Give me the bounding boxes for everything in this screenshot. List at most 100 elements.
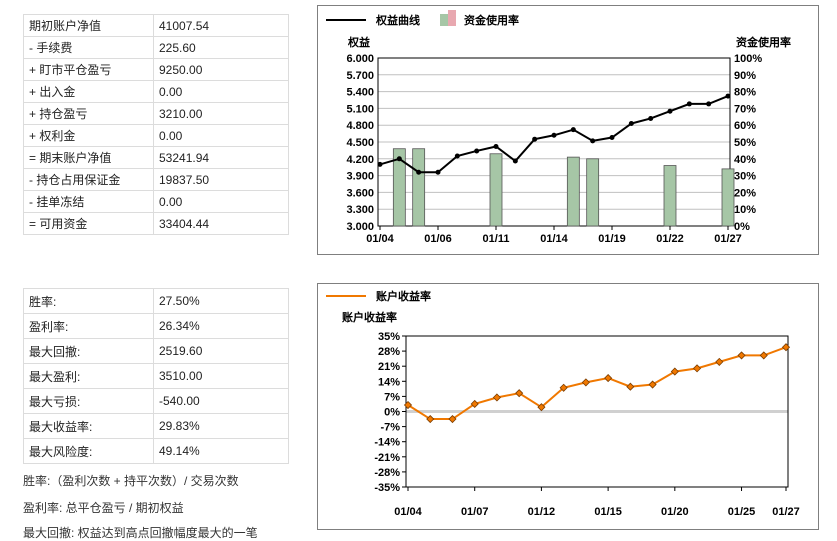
account-label: - 手续费 [23, 36, 154, 59]
y-tick-right: 90% [734, 70, 756, 82]
return-point [448, 414, 457, 424]
x-tick-label: 01/06 [424, 233, 452, 245]
y-tick-left: 3.000 [346, 221, 374, 233]
x-tick-label: 01/19 [598, 233, 626, 245]
y-tick-label: 14% [378, 376, 400, 388]
return-point [470, 399, 479, 409]
y-axis-right-title: 资金使用率 [736, 35, 791, 49]
return-point [626, 382, 635, 391]
account-label: + 盯市平仓盈亏 [23, 58, 154, 81]
legend-usage-label: 资金使用率 [464, 13, 519, 27]
usage-bar [489, 153, 503, 227]
y-tick-left: 5.700 [346, 70, 374, 82]
y-tick-left: 5.100 [346, 103, 374, 115]
account-value: 53241.94 [153, 146, 289, 169]
stats-label: 最大盈利: [23, 363, 154, 389]
account-value: 3210.00 [153, 102, 289, 125]
return-point [515, 389, 524, 398]
y-axis-title: 账户收益率 [342, 310, 397, 324]
return-point [648, 380, 657, 389]
equity-point [570, 127, 576, 133]
y-tick-right: 10% [734, 204, 756, 216]
return-point [559, 383, 568, 392]
x-tick-label: 01/20 [661, 506, 689, 518]
account-value: 0.00 [153, 190, 289, 213]
equity-point [512, 158, 518, 164]
stats-label: 盈利率: [23, 313, 154, 339]
account-row: + 出入金 0.00 [23, 80, 289, 103]
return-point [759, 351, 768, 360]
stats-value: -540.00 [153, 388, 289, 414]
usage-bar [663, 165, 677, 227]
return-line [407, 346, 787, 421]
return-point [403, 400, 413, 410]
note-max-drawdown: 最大回撤: 权益达到高点回撤幅度最大的一笔 [23, 526, 258, 540]
return-chart: 账户收益率 账户收益率 35% 28% 21% 14% 7% 0% -7% -14% -21% -… [317, 283, 819, 530]
statistics-table: 胜率: 27.50% 盈利率: 26.34% 最大回撤: 2519.60 最大盈利: 3510… [23, 288, 289, 464]
stats-row: 最大回撤: 2519.60 [23, 338, 289, 364]
legend-return-label: 账户收益率 [376, 289, 431, 303]
y-tick-label: 7% [384, 391, 400, 403]
equity-chart: 权益曲线 资金使用率 权益 资金使用率 3.000 0% 3.300 10% 3.600… [317, 5, 819, 255]
stats-value: 29.83% [153, 413, 289, 439]
y-axis-left-title: 权益 [347, 35, 370, 49]
equity-point [725, 93, 731, 99]
x-tick-label: 01/04 [394, 506, 422, 518]
note-win-rate: 胜率:（盈利次数 + 持平次数）/ 交易次数 [23, 474, 239, 488]
usage-bar [566, 156, 580, 227]
account-label: = 可用资金 [23, 212, 154, 235]
stats-label: 最大亏损: [23, 388, 154, 414]
account-row: - 挂单冻结 0.00 [23, 190, 289, 213]
usage-bar [412, 148, 426, 227]
stats-value: 26.34% [153, 313, 289, 339]
legend-usage-swatch-green [440, 14, 448, 26]
account-row: = 期末账户净值 53241.94 [23, 146, 289, 169]
x-tick-label: 01/27 [714, 233, 742, 245]
equity-point [454, 153, 460, 159]
usage-bar [586, 158, 600, 227]
return-point [492, 393, 502, 402]
y-tick-right: 20% [734, 187, 756, 199]
y-tick-right: 30% [734, 171, 756, 183]
stats-row: 胜率: 27.50% [23, 288, 289, 314]
return-point [537, 403, 546, 412]
return-point [781, 343, 791, 352]
equity-point [628, 121, 634, 127]
stats-label: 最大收益率: [23, 413, 154, 439]
account-value: 41007.54 [153, 14, 289, 37]
return-point [737, 351, 746, 360]
equity-point [532, 136, 538, 142]
y-tick-left: 6.000 [346, 53, 374, 65]
account-label: 期初账户净值 [23, 14, 154, 37]
y-tick-left: 3.300 [346, 204, 374, 216]
stats-label: 胜率: [23, 288, 154, 314]
account-row: - 持仓占用保证金 19837.50 [23, 168, 289, 191]
stats-value: 2519.60 [153, 338, 289, 364]
equity-point [590, 138, 596, 144]
y-tick-label: -14% [374, 437, 400, 449]
stats-row: 最大亏损: -540.00 [23, 388, 289, 414]
account-value: 19837.50 [153, 168, 289, 191]
legend-equity-label: 权益曲线 [375, 13, 420, 27]
equity-chart-svg: 权益曲线 资金使用率 权益 资金使用率 3.000 0% 3.300 10% 3.600… [326, 10, 791, 245]
y-tick-label: -35% [374, 482, 400, 494]
x-tick-label: 01/11 [483, 233, 510, 245]
account-label: + 出入金 [23, 80, 154, 103]
usage-bar [392, 148, 406, 227]
y-tick-left: 3.900 [346, 171, 374, 183]
note-profit-rate: 盈利率: 总平仓盈亏 / 期初权益 [23, 501, 184, 515]
y-tick-right: 100% [734, 53, 762, 65]
account-row: 期初账户净值 41007.54 [23, 14, 289, 37]
equity-point [474, 148, 480, 154]
return-point [604, 373, 613, 383]
account-label: + 持仓盈亏 [23, 102, 154, 125]
account-value: 0.00 [153, 80, 289, 103]
y-tick-left: 5.400 [346, 87, 374, 99]
y-tick-left: 4.500 [346, 137, 374, 149]
account-value: 0.00 [153, 124, 289, 147]
x-tick-label: 01/14 [540, 233, 568, 245]
y-tick-label: 21% [378, 361, 400, 373]
stats-row: 最大盈利: 3510.00 [23, 363, 289, 389]
return-chart-svg: 账户收益率 账户收益率 35% 28% 21% 14% 7% 0% -7% -14% -21% -… [326, 289, 800, 518]
equity-point [493, 143, 499, 149]
